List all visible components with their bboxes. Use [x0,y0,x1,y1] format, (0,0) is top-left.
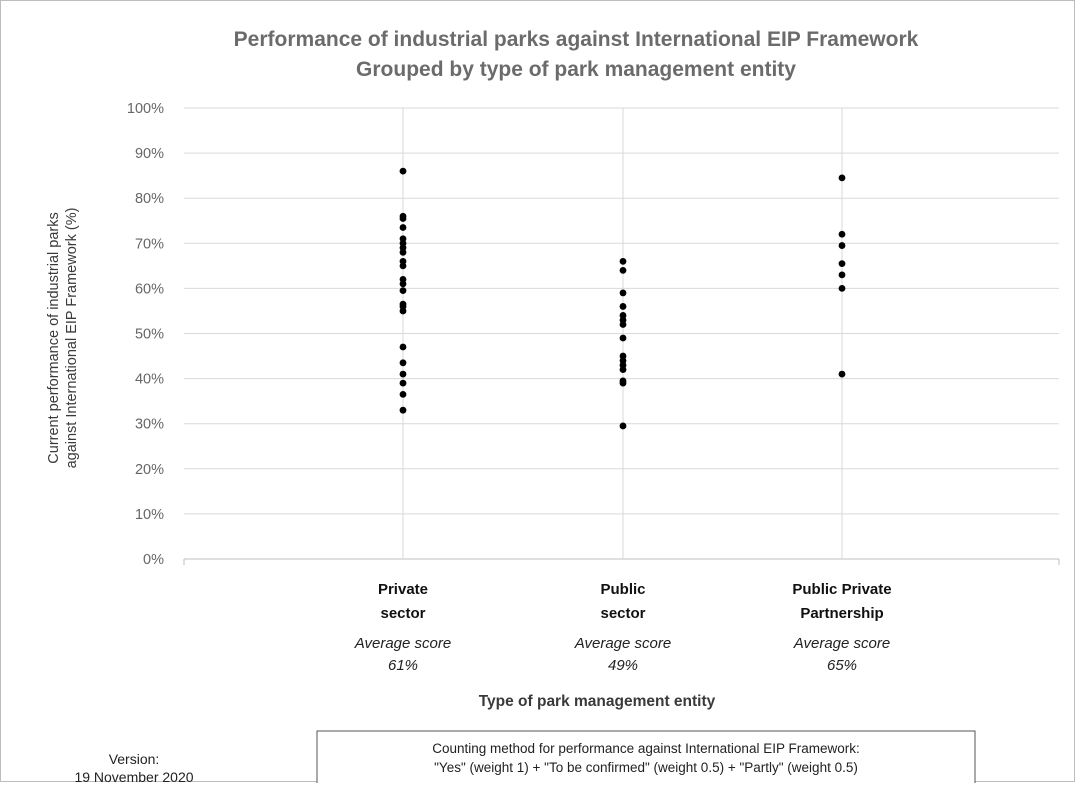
data-point [838,370,846,378]
data-point [838,174,846,182]
y-tick-label: 70% [135,236,164,252]
data-point [399,379,407,387]
data-point [399,287,407,295]
data-point [399,343,407,351]
x-category-label-line-2: sector [600,605,645,622]
y-tick-label: 20% [135,462,164,478]
data-point [619,379,627,387]
average-score-value: 49% [608,657,638,674]
version-date: 19 November 2020 [74,769,193,783]
average-score-value: 65% [827,657,857,674]
y-axis-ticks: 0% 10% 20% 30% 40% 50% 60% 70% 80% 90% 100% [127,101,164,568]
y-tick-label: 0% [143,552,164,568]
y-tick-label: 90% [135,146,164,162]
average-score-caption: Average score [574,635,671,652]
data-point [619,303,627,310]
data-point [399,167,407,175]
x-axis-categories: Private sector Average score 61% Public secto… [354,581,892,674]
counting-method-box [316,730,976,786]
data-points [399,167,846,430]
x-category-label-line-2: sector [380,605,425,622]
data-point [838,230,846,238]
counting-method-line-2: "Yes" (weight 1) + "To be confirmed" (we… [434,760,858,775]
y-tick-label: 100% [127,101,164,117]
data-point [838,285,846,292]
data-point [399,359,407,367]
data-point [619,366,627,373]
x-category-label-line-1: Private [378,581,428,598]
data-point [399,215,407,222]
data-point [619,257,627,265]
x-category-label-line-1: Public Private [792,581,891,598]
data-point [619,321,627,328]
y-tick-label: 40% [135,372,164,388]
data-point [399,390,407,398]
data-point [619,334,627,342]
y-axis-label-line-1: Current performance of industrial parks [46,212,62,463]
y-tick-label: 30% [135,417,164,433]
x-axis-label: Type of park management entity [479,693,716,710]
y-tick-label: 60% [135,281,164,297]
average-score-caption: Average score [793,635,890,652]
y-tick-label: 80% [135,191,164,207]
data-point [399,224,407,231]
x-category-label-line-1: Public [600,581,645,598]
data-point [399,280,407,288]
data-point [838,260,846,267]
average-score-caption: Average score [354,635,451,652]
counting-method-line-1: Counting method for performance against … [432,741,859,756]
x-category-label-line-2: Partnership [800,605,883,622]
data-point [838,271,846,279]
y-tick-label: 50% [135,327,164,343]
y-tick-label: 10% [135,507,164,523]
data-point [399,406,407,414]
y-axis-label-line-2: against International EIP Framework (%) [64,208,80,469]
y-axis-label: Current performance of industrial parks … [46,208,80,469]
data-point [399,307,407,315]
average-score-value: 61% [388,657,418,674]
data-point [619,422,627,430]
data-point [399,262,407,270]
data-point [399,248,407,256]
data-point [399,370,407,378]
chart-title-line-2: Grouped by type of park management entit… [356,58,796,81]
chart-title-line-1: Performance of industrial parks against … [234,28,919,51]
version-label: Version: [109,751,160,767]
data-point [838,242,846,249]
data-point [619,266,627,274]
data-point [619,289,627,297]
